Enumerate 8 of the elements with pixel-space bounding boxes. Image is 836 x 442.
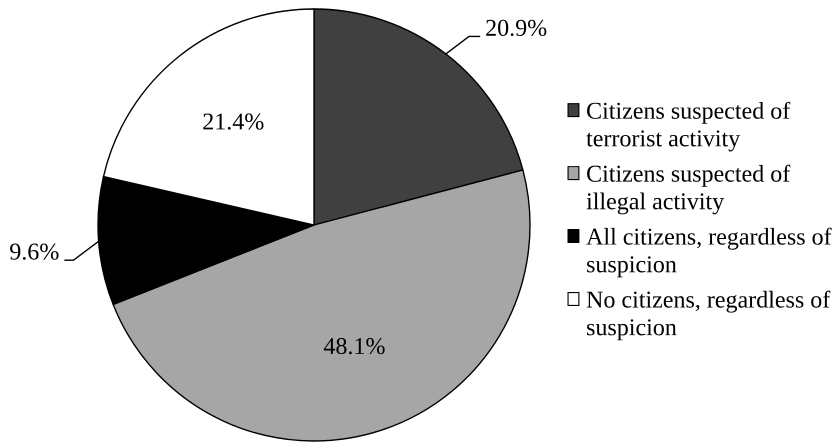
data-label: 48.1% bbox=[324, 338, 385, 354]
legend-label: Citizens suspected of terrorist activity bbox=[586, 102, 790, 152]
data-label: 9.6% bbox=[10, 243, 59, 260]
data-label: 21.4% bbox=[203, 113, 264, 130]
legend-label: All citizens, regardless of suspicion bbox=[586, 228, 832, 278]
data-label: 20.9% bbox=[486, 20, 546, 36]
legend-label: Citizens suspected of illegal activity bbox=[586, 164, 790, 214]
legend-label: No citizens, regardless of suspicion bbox=[586, 290, 830, 340]
